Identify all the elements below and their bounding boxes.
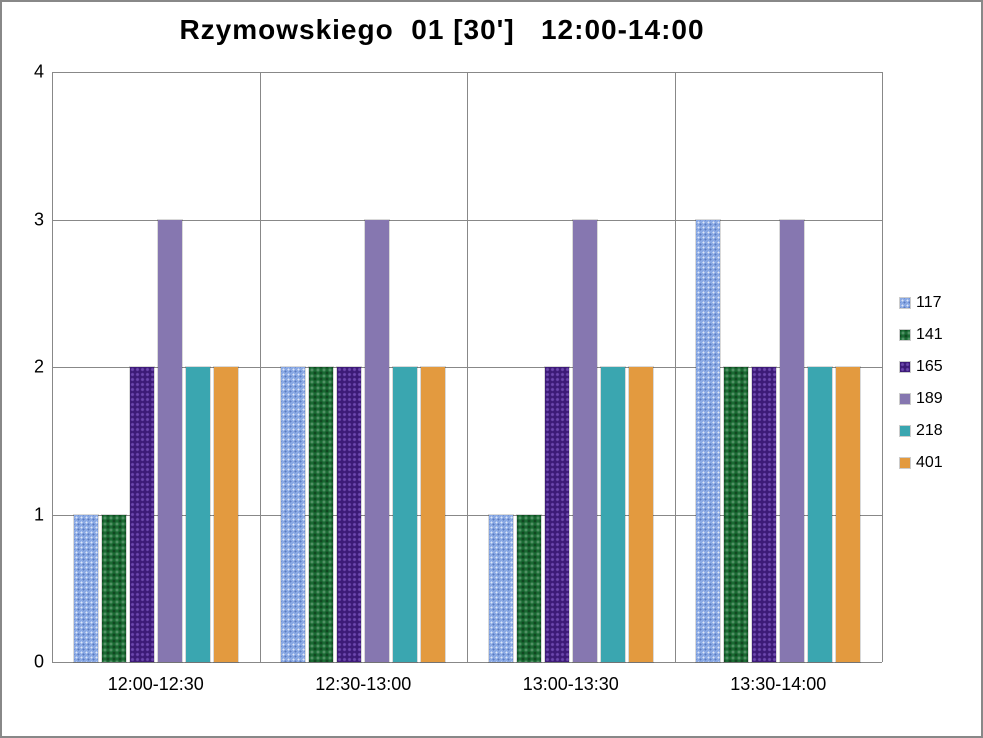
bar-141: [102, 515, 126, 663]
legend-label: 401: [916, 454, 943, 472]
bar-117: [489, 515, 513, 663]
xtick-label: 13:30-14:00: [730, 674, 826, 695]
legend-swatch: [900, 298, 910, 308]
bar-165: [545, 367, 569, 662]
chart-title: Rzymowskiego 01 [30'] 12:00-14:00: [2, 14, 882, 46]
legend-item-401: 401: [900, 454, 943, 472]
bar-117: [74, 515, 98, 663]
bar-401: [836, 367, 860, 662]
bar-189: [780, 220, 804, 663]
legend-label: 117: [916, 294, 942, 312]
xtick-label: 12:00-12:30: [108, 674, 204, 695]
bar-117: [281, 367, 305, 662]
legend-swatch: [900, 362, 910, 372]
plot-area: 0123412:00-12:3012:30-13:0013:00-13:3013…: [52, 72, 883, 662]
bar-401: [214, 367, 238, 662]
ytick-label: 2: [34, 357, 44, 378]
ytick-label: 4: [34, 62, 44, 83]
gridline-y: [52, 662, 882, 663]
bar-218: [393, 367, 417, 662]
bar-401: [629, 367, 653, 662]
legend-label: 165: [916, 358, 943, 376]
legend-swatch: [900, 426, 910, 436]
bar-189: [158, 220, 182, 663]
bar-141: [724, 367, 748, 662]
chart-frame: Rzymowskiego 01 [30'] 12:00-14:00 012341…: [0, 0, 983, 738]
ytick-label: 0: [34, 652, 44, 673]
bar-218: [808, 367, 832, 662]
bar-189: [365, 220, 389, 663]
bar-165: [752, 367, 776, 662]
legend: 117 141 165 189 218 401: [900, 294, 943, 472]
ytick-label: 1: [34, 504, 44, 525]
legend-label: 218: [916, 422, 943, 440]
bar-165: [130, 367, 154, 662]
bar-141: [517, 515, 541, 663]
legend-item-218: 218: [900, 422, 943, 440]
legend-swatch: [900, 458, 910, 468]
legend-swatch: [900, 394, 910, 404]
legend-item-189: 189: [900, 390, 943, 408]
gridline-x: [467, 72, 468, 662]
bar-218: [186, 367, 210, 662]
bar-117: [696, 220, 720, 663]
bar-218: [601, 367, 625, 662]
legend-item-165: 165: [900, 358, 943, 376]
legend-label: 189: [916, 390, 943, 408]
bar-141: [309, 367, 333, 662]
xtick-label: 12:30-13:00: [315, 674, 411, 695]
legend-swatch: [900, 330, 910, 340]
gridline-x: [260, 72, 261, 662]
bar-165: [337, 367, 361, 662]
gridline-x: [675, 72, 676, 662]
bar-189: [573, 220, 597, 663]
legend-item-141: 141: [900, 326, 943, 344]
xtick-label: 13:00-13:30: [523, 674, 619, 695]
ytick-label: 3: [34, 209, 44, 230]
bar-401: [421, 367, 445, 662]
gridline-x: [52, 72, 53, 662]
legend-label: 141: [916, 326, 943, 344]
legend-item-117: 117: [900, 294, 943, 312]
